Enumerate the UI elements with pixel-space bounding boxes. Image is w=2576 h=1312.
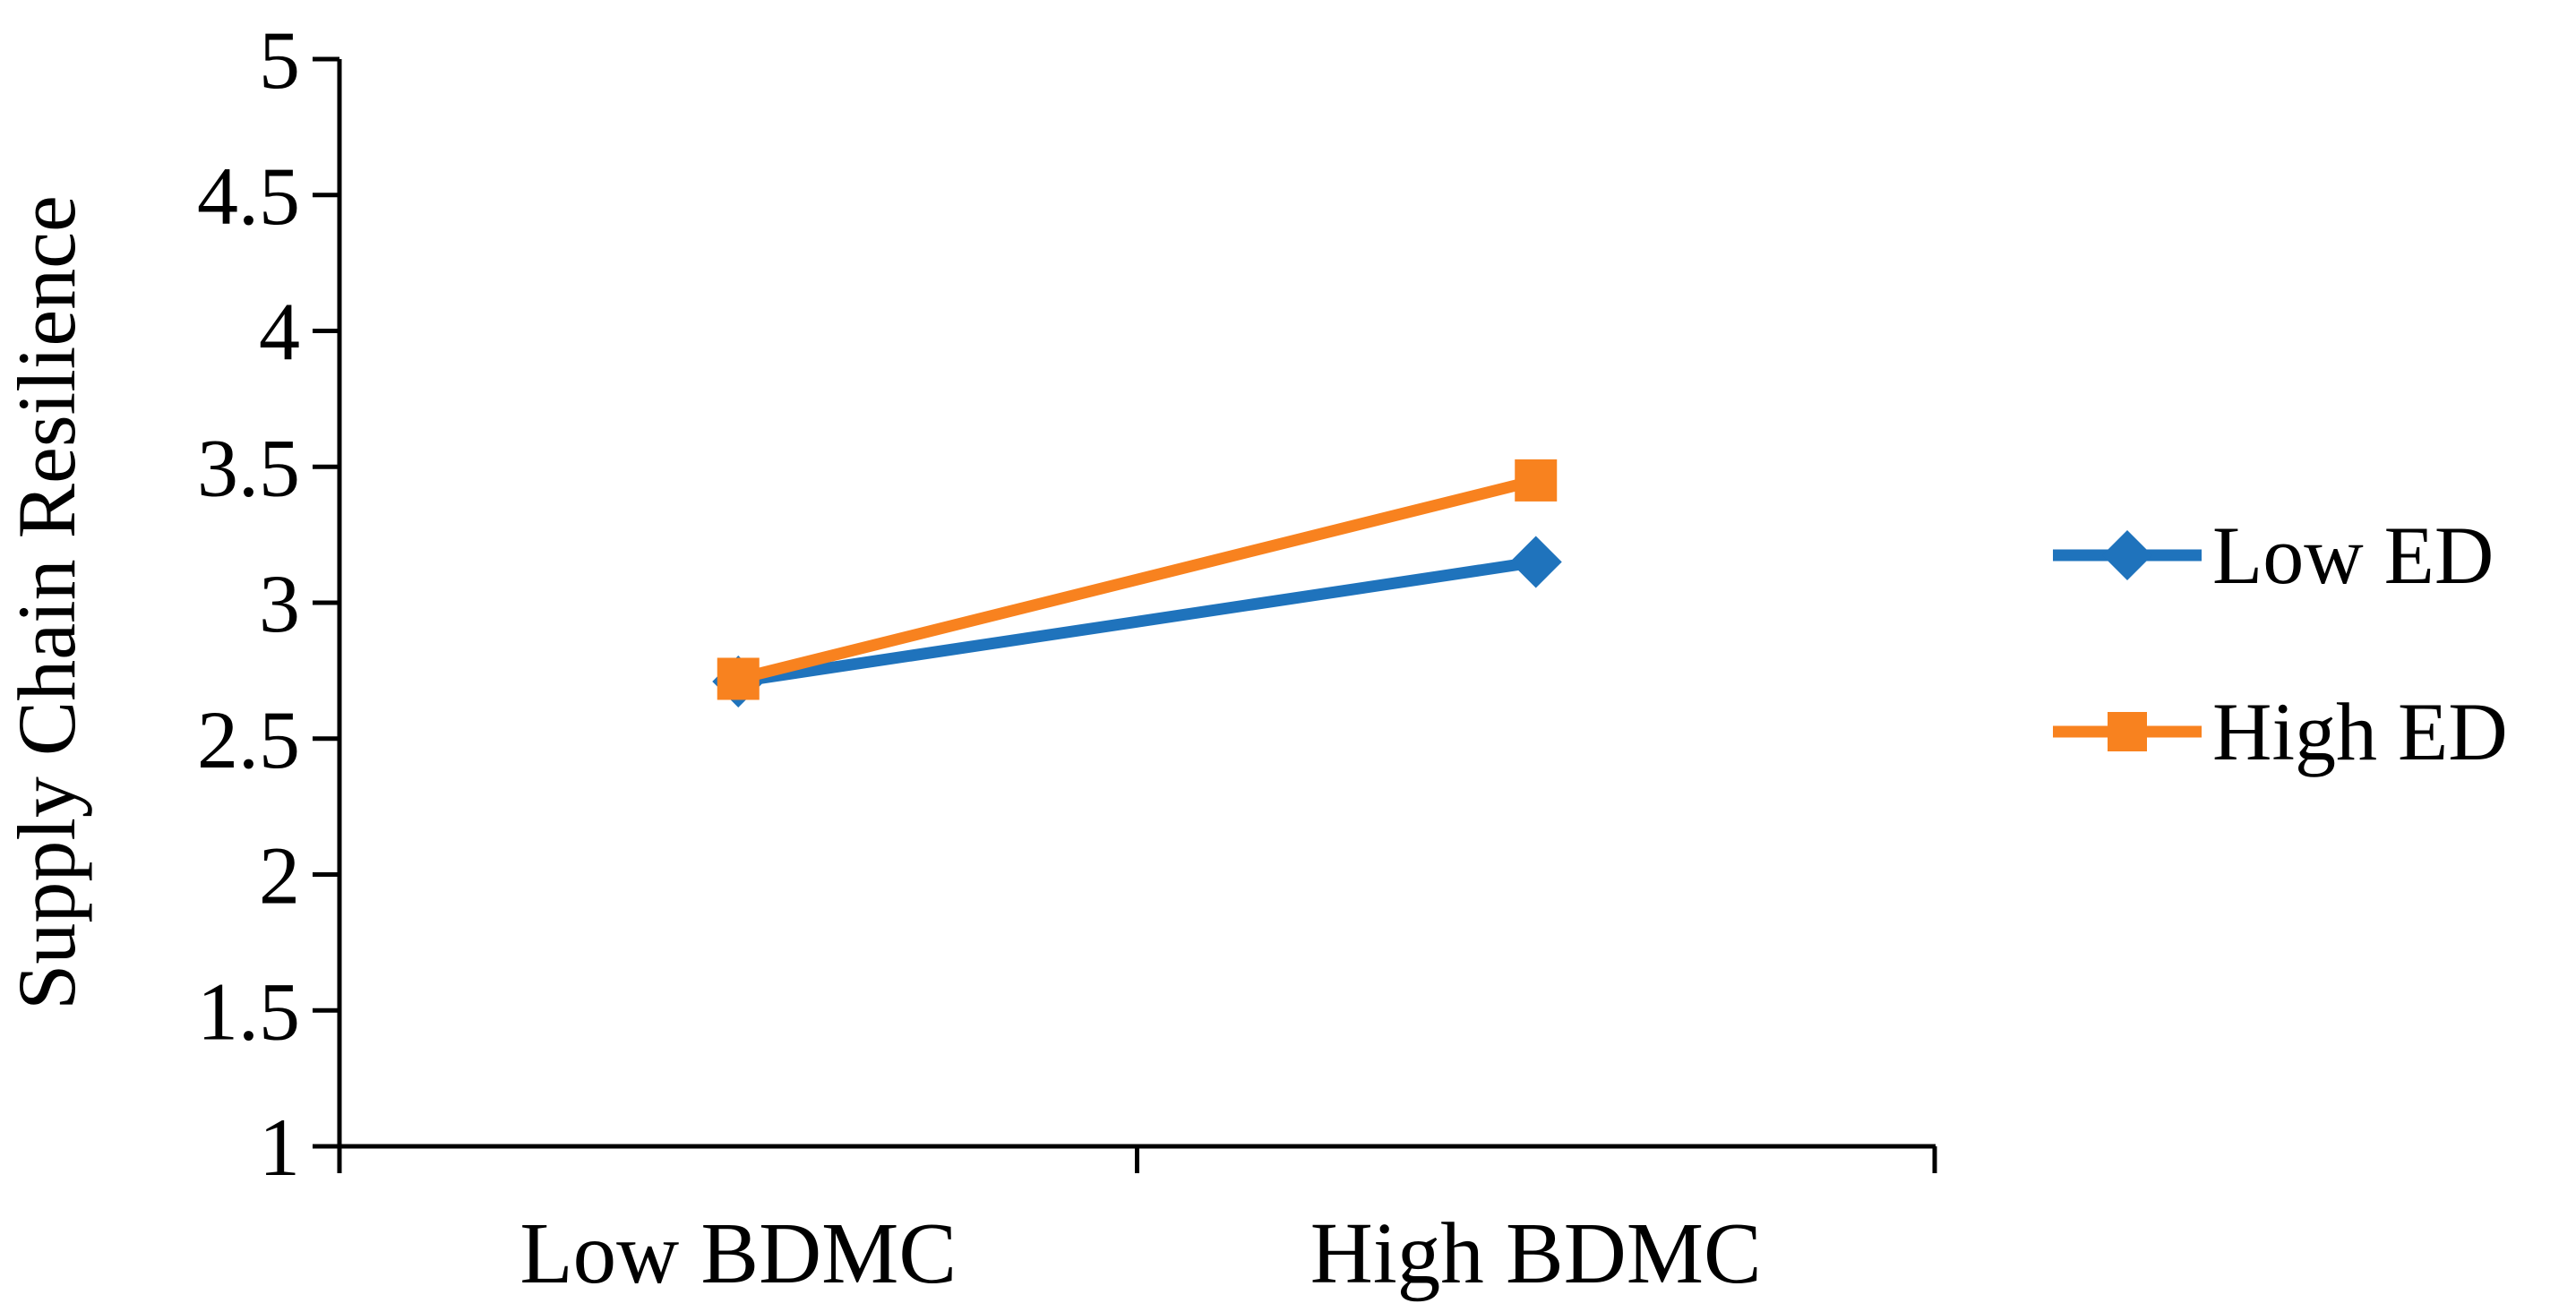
x-axis-ticks — [337, 1146, 1937, 1173]
y-tick-label-2.5: 2.5 — [197, 694, 300, 785]
legend-key-high-ed — [2053, 712, 2202, 751]
y-axis-tick-labels: 1 1.5 2 2.5 3 3.5 4 4.5 5 — [197, 14, 300, 1193]
series-line-low-ed — [737, 556, 1537, 688]
legend-label-high-ed: High ED — [2212, 686, 2508, 777]
legend-item-low-ed: Low ED — [2051, 502, 2508, 609]
marker-high-ed-1 — [717, 657, 760, 700]
y-tick-label-1.5: 1.5 — [197, 965, 300, 1057]
y-tick-label-3: 3 — [259, 558, 300, 649]
data-series-layer — [712, 459, 1562, 708]
legend-label-low-ed: Low ED — [2212, 510, 2494, 601]
x-axis-category-labels: Low BDMC High BDMC — [519, 1205, 1761, 1301]
legend-key-low-ed — [2053, 530, 2202, 580]
legend-diamond-marker-icon — [2102, 530, 2152, 580]
y-axis-title: Supply Chain Resilience — [1, 195, 92, 1010]
legend: Low ED High ED — [2051, 502, 2508, 785]
y-tick-label-3.5: 3.5 — [197, 422, 300, 513]
x-category-label-1: Low BDMC — [519, 1205, 957, 1301]
y-axis-ticks — [313, 56, 339, 1149]
marker-low-ed-2 — [1509, 536, 1562, 588]
y-tick-label-4: 4 — [259, 287, 300, 378]
legend-square-marker-icon — [2108, 712, 2147, 751]
x-category-label-2: High BDMC — [1310, 1205, 1762, 1301]
legend-item-high-ed: High ED — [2051, 678, 2508, 785]
y-tick-label-4.5: 4.5 — [197, 150, 300, 242]
y-tick-label-2: 2 — [259, 830, 300, 922]
series-line-high-ed — [736, 475, 1538, 685]
y-tick-label-5: 5 — [259, 14, 300, 106]
marker-high-ed-2 — [1515, 459, 1558, 502]
y-tick-label-1: 1 — [259, 1102, 300, 1193]
